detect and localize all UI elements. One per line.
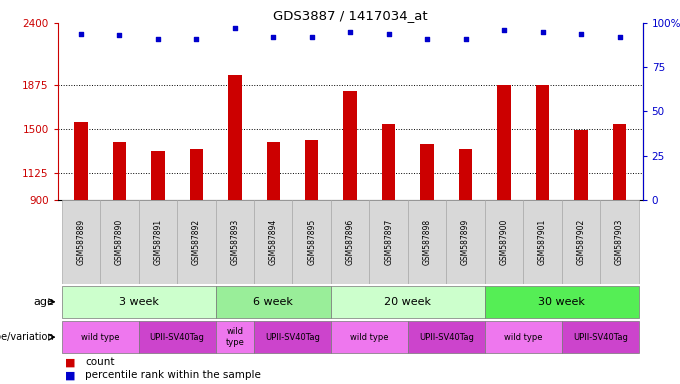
Text: GSM587896: GSM587896 bbox=[345, 219, 355, 265]
Bar bbox=[613, 124, 626, 306]
Text: ■: ■ bbox=[65, 370, 75, 380]
Bar bbox=[369, 200, 408, 284]
Bar bbox=[575, 130, 588, 306]
Bar bbox=[331, 321, 408, 353]
Bar bbox=[446, 200, 485, 284]
Bar bbox=[254, 321, 331, 353]
Point bbox=[306, 34, 317, 40]
Text: 6 week: 6 week bbox=[254, 297, 293, 307]
Bar bbox=[113, 142, 126, 306]
Text: wild type: wild type bbox=[81, 333, 120, 342]
Text: 30 week: 30 week bbox=[539, 297, 585, 307]
Point bbox=[345, 29, 356, 35]
Text: GSM587902: GSM587902 bbox=[577, 219, 585, 265]
Bar bbox=[524, 200, 562, 284]
Text: GSM587901: GSM587901 bbox=[538, 219, 547, 265]
Point bbox=[229, 25, 240, 31]
Point bbox=[460, 36, 471, 42]
Point bbox=[498, 27, 509, 33]
Text: wild type: wild type bbox=[504, 333, 543, 342]
Bar bbox=[331, 200, 369, 284]
Bar bbox=[459, 149, 473, 306]
Point bbox=[191, 36, 202, 42]
Bar bbox=[562, 321, 639, 353]
Bar bbox=[600, 200, 639, 284]
Bar bbox=[228, 75, 241, 306]
Bar bbox=[408, 200, 446, 284]
Text: GSM587893: GSM587893 bbox=[231, 219, 239, 265]
Bar bbox=[74, 122, 88, 306]
Bar bbox=[536, 86, 549, 306]
Bar bbox=[485, 200, 524, 284]
Text: wild type: wild type bbox=[350, 333, 389, 342]
Bar bbox=[497, 86, 511, 306]
Text: 20 week: 20 week bbox=[384, 297, 431, 307]
Point bbox=[575, 31, 586, 37]
Text: GSM587898: GSM587898 bbox=[423, 219, 432, 265]
Bar bbox=[343, 91, 357, 306]
Bar bbox=[562, 200, 600, 284]
Point bbox=[537, 29, 548, 35]
Bar bbox=[177, 200, 216, 284]
Bar bbox=[216, 200, 254, 284]
Bar bbox=[62, 200, 100, 284]
Point bbox=[614, 34, 625, 40]
Bar bbox=[62, 286, 216, 318]
Text: genotype/variation: genotype/variation bbox=[0, 332, 54, 342]
Text: UPII-SV40Tag: UPII-SV40Tag bbox=[573, 333, 628, 342]
Text: GSM587889: GSM587889 bbox=[76, 219, 86, 265]
Text: GSM587903: GSM587903 bbox=[615, 219, 624, 265]
Text: GSM587897: GSM587897 bbox=[384, 219, 393, 265]
Text: UPII-SV40Tag: UPII-SV40Tag bbox=[265, 333, 320, 342]
Bar bbox=[292, 200, 331, 284]
Bar bbox=[485, 321, 562, 353]
Point bbox=[114, 32, 125, 38]
Bar bbox=[382, 124, 395, 306]
Bar bbox=[100, 200, 139, 284]
Text: UPII-SV40Tag: UPII-SV40Tag bbox=[150, 333, 205, 342]
Text: ■: ■ bbox=[65, 358, 75, 367]
Point bbox=[384, 31, 394, 37]
Text: wild
type: wild type bbox=[225, 328, 244, 347]
Text: 3 week: 3 week bbox=[118, 297, 158, 307]
Bar bbox=[151, 151, 165, 306]
Text: GSM587899: GSM587899 bbox=[461, 219, 470, 265]
Text: GSM587892: GSM587892 bbox=[192, 219, 201, 265]
Point bbox=[75, 31, 86, 37]
Title: GDS3887 / 1417034_at: GDS3887 / 1417034_at bbox=[273, 9, 428, 22]
Point bbox=[422, 36, 432, 42]
Text: GSM587890: GSM587890 bbox=[115, 219, 124, 265]
Bar bbox=[216, 321, 254, 353]
Text: GSM587894: GSM587894 bbox=[269, 219, 277, 265]
Text: GSM587891: GSM587891 bbox=[153, 219, 163, 265]
Text: percentile rank within the sample: percentile rank within the sample bbox=[85, 370, 261, 380]
Text: GSM587900: GSM587900 bbox=[500, 219, 509, 265]
Bar bbox=[305, 140, 318, 306]
Bar bbox=[420, 144, 434, 306]
Bar bbox=[485, 286, 639, 318]
Bar bbox=[254, 200, 292, 284]
Text: UPII-SV40Tag: UPII-SV40Tag bbox=[419, 333, 474, 342]
Text: GSM587895: GSM587895 bbox=[307, 219, 316, 265]
Text: count: count bbox=[85, 358, 114, 367]
Bar bbox=[216, 286, 331, 318]
Bar bbox=[139, 200, 177, 284]
Bar bbox=[190, 149, 203, 306]
Bar bbox=[408, 321, 485, 353]
Bar bbox=[62, 321, 139, 353]
Point bbox=[268, 34, 279, 40]
Bar bbox=[331, 286, 485, 318]
Point bbox=[152, 36, 163, 42]
Text: age: age bbox=[33, 297, 54, 307]
Bar bbox=[267, 142, 280, 306]
Bar bbox=[139, 321, 216, 353]
